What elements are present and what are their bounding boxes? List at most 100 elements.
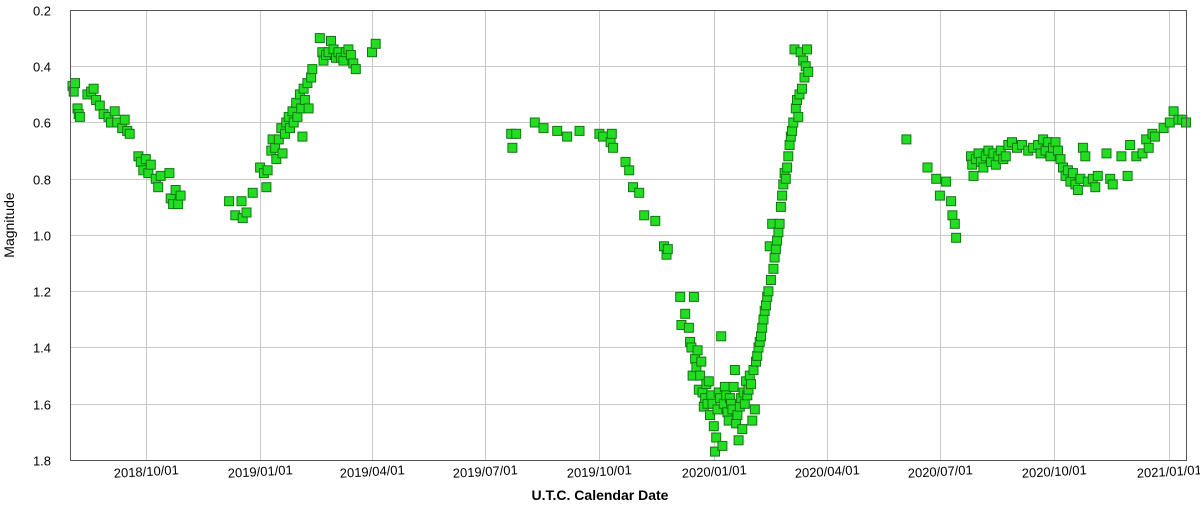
data-point [1090,182,1101,193]
data-point [803,66,814,77]
y-tick-labels: 0.2 0.4 0.6 0.8 1.0 1.2 1.4 1.6 1.8 [33,4,51,469]
data-point [780,173,791,184]
data-points [67,33,1191,457]
data-point [757,322,768,333]
data-point [793,111,804,122]
data-point [1149,131,1160,142]
data-point [224,196,235,207]
data-point [277,148,288,159]
data-point [705,410,715,420]
data-point [737,424,748,435]
data-point [574,125,585,136]
data-point [94,100,105,111]
x-tick-label: 2020/04/01 [794,462,860,480]
data-point [703,376,714,387]
data-point [119,114,130,125]
x-tick-labels: 2018/10/01 2019/01/01 2019/04/01 2019/07/01… [113,462,1200,480]
data-point [297,131,308,142]
data-point [145,159,156,170]
data-point [675,291,686,302]
data-point [951,232,962,243]
data-point [712,404,723,415]
data-point [782,162,793,173]
data-point [164,168,175,179]
data-point [620,156,631,167]
data-point [749,404,760,415]
data-point [70,78,80,89]
data-point [303,103,314,114]
data-point [692,345,703,356]
data-point [710,446,720,457]
data-point [1116,151,1127,162]
data-point [628,182,638,193]
data-point [273,134,284,145]
data-point [760,300,771,311]
data-point [1168,106,1179,117]
data-point [236,196,247,207]
data-point [241,207,252,218]
data-point [680,308,691,319]
data-point [787,125,797,136]
data-point [562,131,573,142]
data-point [696,356,707,367]
data-point [1053,145,1063,156]
data-point [314,33,325,44]
data-point [763,286,774,297]
data-point [922,162,933,173]
y-tick-label: 1.6 [33,398,51,413]
data-point [1050,137,1061,148]
data-point [1158,123,1169,134]
data-point [247,187,258,198]
y-tick-label: 0.2 [33,4,51,19]
y-axis-label: Magnitude [1,192,17,258]
data-point [1107,179,1118,190]
x-tick-label: 2020/10/01 [1021,462,1087,480]
data-point [261,182,272,193]
data-point [345,50,356,60]
data-point [739,398,750,409]
data-point [777,190,788,201]
data-point [634,187,645,198]
data-point [175,190,186,201]
data-point [507,142,518,153]
x-tick-label: 2019/01/01 [227,462,293,480]
data-point [708,421,719,432]
data-point [748,365,759,375]
data-point [538,123,549,134]
data-point [770,244,781,255]
data-point [774,218,785,229]
data-point [173,199,184,210]
data-point [1017,140,1027,150]
data-point [719,381,730,392]
y-tick-label: 1.4 [33,341,51,356]
data-point [802,44,812,55]
data-point [1077,142,1088,153]
data-point [1143,142,1154,153]
data-point [783,151,794,162]
data-point [608,142,619,153]
x-axis-label: U.T.C. Calendar Date [532,487,669,503]
data-point [650,215,661,226]
data-point [1122,170,1133,181]
data-point [768,263,779,274]
data-point [1125,140,1136,150]
data-point [934,190,945,201]
data-point [109,106,120,117]
data-point [511,128,522,139]
data-point [662,244,673,255]
data-point [758,314,769,325]
data-point [307,64,318,75]
data-point [1092,170,1103,181]
data-point [784,140,795,150]
data-point [968,170,979,181]
data-point [746,379,756,390]
data-point [1067,168,1078,179]
data-point [124,128,135,139]
data-point [695,370,706,381]
y-tick-label: 1.0 [33,229,51,244]
y-tick-label: 1.2 [33,285,51,300]
data-point [367,47,377,58]
data-point [271,154,282,165]
y-tick-label: 0.6 [33,116,51,131]
x-tick-label: 2019/07/01 [452,462,518,480]
